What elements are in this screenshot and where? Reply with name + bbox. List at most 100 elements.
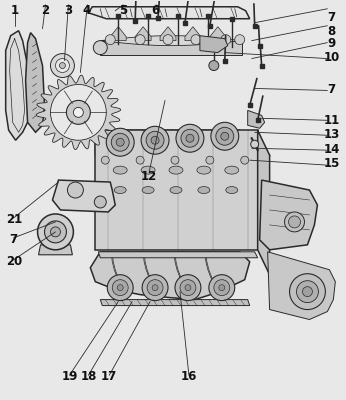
Text: 12: 12: [141, 170, 157, 183]
Circle shape: [142, 275, 168, 300]
Circle shape: [55, 58, 70, 72]
Circle shape: [112, 280, 128, 296]
Circle shape: [135, 35, 145, 45]
Polygon shape: [110, 27, 126, 41]
Circle shape: [73, 107, 83, 117]
Circle shape: [136, 156, 144, 164]
Polygon shape: [267, 252, 335, 320]
Circle shape: [51, 227, 61, 237]
Circle shape: [60, 62, 65, 68]
Circle shape: [163, 35, 173, 45]
Text: 7: 7: [327, 83, 336, 96]
Circle shape: [214, 280, 230, 296]
Text: 11: 11: [324, 114, 340, 127]
Circle shape: [45, 221, 66, 243]
Circle shape: [235, 35, 245, 45]
Circle shape: [116, 138, 124, 146]
Circle shape: [209, 275, 235, 300]
Polygon shape: [53, 180, 115, 212]
Ellipse shape: [226, 186, 238, 194]
Circle shape: [147, 280, 163, 296]
Circle shape: [171, 156, 179, 164]
Circle shape: [191, 35, 201, 45]
Polygon shape: [38, 245, 72, 255]
Text: 20: 20: [6, 255, 22, 268]
Text: 19: 19: [62, 370, 78, 382]
Circle shape: [186, 134, 194, 142]
Circle shape: [51, 84, 106, 140]
Polygon shape: [185, 27, 201, 41]
Circle shape: [211, 122, 239, 150]
Text: 7: 7: [10, 233, 18, 246]
Circle shape: [206, 156, 214, 164]
Text: 15: 15: [323, 157, 340, 170]
Circle shape: [66, 100, 90, 124]
Circle shape: [38, 214, 73, 250]
Ellipse shape: [113, 166, 127, 174]
Circle shape: [146, 131, 164, 149]
Circle shape: [117, 285, 123, 291]
Polygon shape: [95, 130, 258, 250]
Polygon shape: [90, 252, 250, 300]
Polygon shape: [200, 36, 228, 52]
Circle shape: [152, 285, 158, 291]
Polygon shape: [100, 36, 242, 46]
Polygon shape: [100, 300, 250, 306]
Circle shape: [180, 280, 196, 296]
Circle shape: [219, 285, 225, 291]
Circle shape: [289, 216, 300, 228]
Polygon shape: [36, 75, 121, 150]
Circle shape: [94, 196, 106, 208]
Polygon shape: [95, 130, 270, 165]
Text: 16: 16: [180, 370, 197, 382]
Text: 10: 10: [324, 51, 340, 64]
Ellipse shape: [170, 186, 182, 194]
Circle shape: [209, 60, 219, 70]
Text: 7: 7: [327, 11, 336, 24]
Circle shape: [67, 182, 83, 198]
Ellipse shape: [142, 186, 154, 194]
Ellipse shape: [225, 166, 239, 174]
Circle shape: [51, 54, 74, 78]
Text: 2: 2: [42, 4, 49, 17]
Text: 17: 17: [101, 370, 117, 382]
Text: 5: 5: [119, 4, 127, 17]
Polygon shape: [98, 252, 258, 258]
Circle shape: [107, 275, 133, 300]
Circle shape: [105, 35, 115, 45]
Text: 1: 1: [10, 4, 19, 17]
Polygon shape: [248, 110, 265, 128]
Ellipse shape: [141, 166, 155, 174]
Polygon shape: [160, 27, 176, 41]
Text: 8: 8: [327, 24, 336, 38]
Polygon shape: [88, 7, 250, 19]
Polygon shape: [210, 27, 226, 41]
Text: 6: 6: [152, 4, 160, 17]
Polygon shape: [260, 180, 317, 250]
Circle shape: [297, 281, 318, 302]
Polygon shape: [6, 31, 30, 140]
Circle shape: [93, 41, 107, 54]
Polygon shape: [100, 41, 242, 54]
Text: 3: 3: [64, 4, 72, 17]
Text: 18: 18: [80, 370, 97, 382]
Circle shape: [141, 126, 169, 154]
Circle shape: [221, 132, 229, 140]
Circle shape: [290, 274, 325, 310]
Text: 9: 9: [327, 37, 336, 50]
Circle shape: [175, 275, 201, 300]
Circle shape: [216, 127, 234, 145]
Text: 4: 4: [83, 4, 91, 17]
Polygon shape: [258, 130, 270, 275]
Circle shape: [101, 156, 109, 164]
Ellipse shape: [197, 166, 211, 174]
Circle shape: [251, 140, 259, 148]
Circle shape: [151, 136, 159, 144]
Circle shape: [111, 133, 129, 151]
Polygon shape: [135, 27, 151, 41]
Ellipse shape: [169, 166, 183, 174]
Circle shape: [106, 128, 134, 156]
Circle shape: [176, 124, 204, 152]
Text: 21: 21: [6, 213, 22, 226]
Ellipse shape: [198, 186, 210, 194]
